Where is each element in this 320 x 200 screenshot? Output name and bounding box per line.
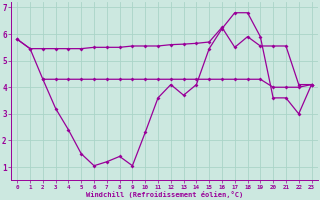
X-axis label: Windchill (Refroidissement éolien,°C): Windchill (Refroidissement éolien,°C) xyxy=(86,191,243,198)
